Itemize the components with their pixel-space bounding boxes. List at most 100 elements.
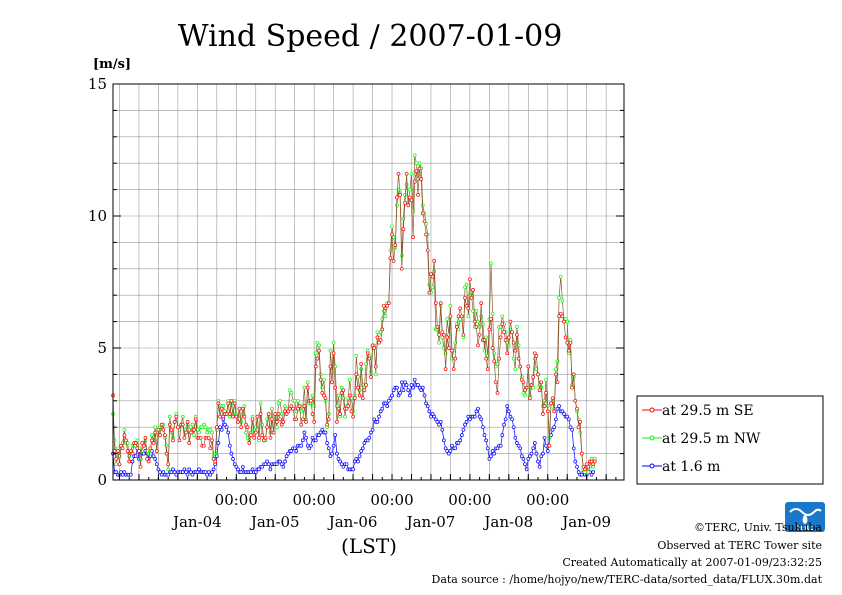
data-point <box>370 343 375 348</box>
data-point <box>490 311 495 316</box>
data-point <box>320 391 325 395</box>
data-point <box>464 420 469 424</box>
data-point <box>281 420 286 424</box>
data-point <box>424 401 428 406</box>
data-point <box>279 462 284 467</box>
data-point <box>591 470 596 474</box>
data-point <box>498 335 503 340</box>
data-point <box>482 433 487 437</box>
data-point <box>534 451 539 456</box>
data-point <box>506 335 511 340</box>
data-point <box>289 391 294 395</box>
data-point <box>373 364 378 369</box>
data-point <box>471 288 475 292</box>
data-point <box>576 425 581 430</box>
data-point <box>226 401 231 406</box>
data-point <box>360 396 365 401</box>
data-point <box>508 414 513 419</box>
x-time-label: 00:00 <box>293 491 336 509</box>
data-point <box>315 340 320 345</box>
data-point <box>255 414 260 419</box>
data-point <box>325 441 329 445</box>
data-point <box>163 433 167 437</box>
data-point <box>227 443 232 448</box>
data-point <box>528 396 532 401</box>
data-point <box>562 319 566 324</box>
data-point <box>333 433 338 437</box>
data-point <box>364 383 368 387</box>
data-point <box>419 388 424 393</box>
data-point <box>408 187 412 192</box>
data-point <box>187 441 192 445</box>
footer-credit: ©TERC, Univ. Tsukuba <box>694 521 822 534</box>
data-point <box>150 433 154 437</box>
data-point <box>189 430 193 435</box>
data-point <box>331 443 336 448</box>
data-point <box>396 171 401 176</box>
data-point <box>408 393 412 398</box>
data-point <box>351 467 355 472</box>
data-point <box>305 385 310 390</box>
plot-frame <box>112 83 625 481</box>
data-point <box>158 433 162 437</box>
data-point <box>177 438 182 443</box>
data-point <box>450 348 454 353</box>
data-point <box>557 295 561 300</box>
data-point <box>258 401 263 406</box>
data-point <box>339 391 344 395</box>
data-point <box>395 385 399 390</box>
data-point <box>390 232 394 237</box>
data-point <box>375 420 380 424</box>
data-point <box>135 438 140 443</box>
data-point <box>380 327 385 332</box>
data-point <box>180 414 185 419</box>
data-point <box>420 385 425 390</box>
data-point <box>373 372 378 377</box>
data-point <box>430 285 435 290</box>
x-time-label: 00:00 <box>215 491 258 509</box>
data-point <box>510 417 514 422</box>
data-point <box>341 388 346 393</box>
data-point <box>232 462 237 467</box>
data-point <box>253 425 258 430</box>
data-point <box>369 430 373 435</box>
legend-label-low: at 1.6 m <box>662 459 720 475</box>
data-point <box>412 377 417 382</box>
x-date-label: Jan-05 <box>249 513 300 531</box>
data-point <box>398 391 402 395</box>
data-point <box>274 425 279 430</box>
x-date-label: Jan-04 <box>171 513 222 531</box>
data-point <box>406 203 411 208</box>
data-point <box>503 338 508 342</box>
data-point <box>362 441 367 445</box>
data-point <box>560 298 565 303</box>
data-point <box>257 467 261 472</box>
data-point <box>335 420 339 424</box>
data-point <box>575 464 579 469</box>
data-point <box>438 420 443 424</box>
data-point <box>252 435 256 440</box>
data-point <box>300 438 305 443</box>
data-point <box>560 314 565 319</box>
data-point <box>166 462 171 467</box>
data-point <box>390 393 394 398</box>
data-point <box>372 417 377 422</box>
data-point <box>359 361 364 366</box>
logo-text: TERC <box>796 525 814 532</box>
data-point <box>257 435 261 440</box>
wave-icon <box>789 508 822 516</box>
data-point <box>336 393 341 398</box>
legend-marker-low <box>649 463 655 469</box>
data-point <box>526 364 531 369</box>
data-point <box>372 346 377 350</box>
data-point <box>563 335 568 340</box>
data-point <box>477 332 482 337</box>
data-point <box>466 314 471 319</box>
data-point <box>375 335 380 340</box>
y-tick-label: 0 <box>97 471 107 489</box>
data-point <box>554 417 558 422</box>
data-point <box>481 425 485 430</box>
x-time-label: 00:00 <box>526 491 569 509</box>
data-point <box>554 372 558 377</box>
data-point <box>263 435 268 440</box>
